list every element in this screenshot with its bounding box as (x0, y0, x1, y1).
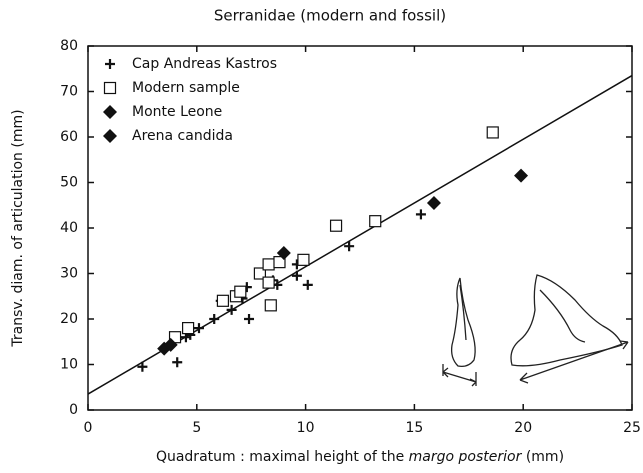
square-marker (262, 258, 275, 271)
y-tick-label: 80 (60, 38, 78, 54)
plus-marker (291, 270, 302, 281)
x-tick-label: 0 (84, 420, 93, 436)
y-tick-label: 10 (60, 357, 78, 373)
diamond-marker (514, 168, 529, 183)
plus-marker (415, 209, 426, 220)
plus-marker (244, 314, 255, 324)
x-tick-label: 15 (405, 420, 423, 436)
square-marker (253, 267, 267, 280)
square-marker (486, 126, 499, 139)
square-marker (369, 215, 382, 228)
chart-title: Serranidae (modern and fossil) (214, 7, 446, 25)
plus-marker (226, 304, 237, 315)
x-axis-label-part: margo posterior (409, 449, 523, 465)
square-marker (262, 276, 275, 289)
bone-sketch-large (510, 274, 629, 384)
x-tick-label: 5 (192, 420, 201, 436)
plus-marker (172, 357, 183, 368)
y-tick-label: 50 (60, 175, 78, 191)
legend-marker (105, 59, 115, 69)
x-axis-label-part: Quadratum : maximal height of the (156, 449, 409, 465)
legend-marker (103, 81, 117, 95)
square-marker (234, 285, 247, 298)
y-tick-label: 20 (60, 311, 78, 327)
legend-label: Monte Leone (132, 104, 222, 120)
plot-frame (87, 45, 633, 411)
plus-marker (209, 314, 220, 324)
diamond-marker (163, 337, 178, 352)
diamond-marker (276, 246, 291, 261)
x-tick-label: 10 (297, 420, 315, 436)
square-marker (297, 253, 310, 266)
y-tick-label: 40 (60, 220, 78, 236)
y-tick-label: 60 (60, 129, 78, 145)
plus-marker (344, 241, 355, 252)
legend-marker (103, 129, 117, 143)
y-axis-label: Transv. diam. of articulation (mm) (10, 109, 26, 347)
x-axis-label: Quadratum : maximal height of the margo … (156, 449, 564, 465)
diamond-marker (426, 195, 441, 210)
legend-label: Cap Andreas Kastros (132, 56, 277, 72)
y-tick-label: 0 (69, 402, 78, 418)
plus-marker (302, 279, 313, 290)
square-marker (264, 299, 277, 312)
square-marker (329, 219, 343, 232)
x-axis-label-part: (mm) (521, 449, 564, 465)
legend-marker (103, 105, 117, 119)
square-marker (273, 256, 286, 269)
plus-marker (193, 323, 204, 334)
square-marker (216, 294, 230, 307)
y-tick-label: 30 (60, 266, 78, 282)
legend-label: Modern sample (132, 80, 240, 96)
bone-sketch-small (442, 277, 477, 387)
plus-marker (137, 361, 148, 372)
y-tick-label: 70 (60, 84, 78, 100)
legend-label: Arena candida (132, 128, 233, 144)
x-tick-label: 20 (514, 420, 532, 436)
x-tick-label: 25 (623, 420, 641, 436)
square-marker (181, 322, 195, 335)
